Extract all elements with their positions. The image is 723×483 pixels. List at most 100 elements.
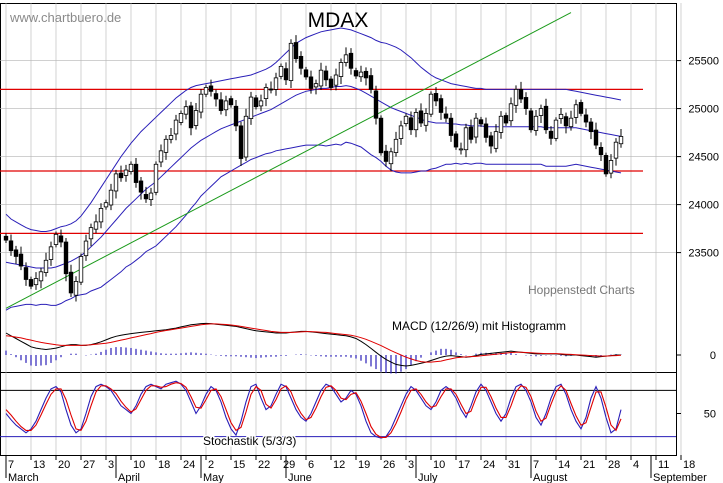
x-tick-label: 15	[233, 459, 245, 471]
macd-zero-label: 0	[710, 350, 716, 362]
candle-body	[238, 125, 244, 159]
candle-body	[158, 150, 164, 163]
candle-body	[513, 89, 519, 106]
candle-body	[138, 180, 144, 193]
panel-frames	[0, 3, 677, 456]
candle-body	[423, 113, 429, 126]
candle-body	[73, 280, 79, 296]
candle-body	[233, 105, 239, 127]
candle-body	[293, 42, 299, 60]
candle-body	[458, 148, 464, 151]
candle-body	[228, 98, 234, 106]
candle-body	[568, 117, 574, 128]
candle-body	[98, 208, 104, 223]
candle-body	[148, 192, 154, 201]
candle-body	[333, 74, 339, 86]
candle-body	[618, 136, 624, 145]
x-tick-label: 6	[308, 459, 314, 471]
stochastic-tick-label: 50	[704, 409, 716, 421]
candle-body	[598, 146, 604, 156]
trend-line	[5, 12, 572, 309]
candle-body	[578, 102, 584, 114]
axis-labels: 7 13 20 27 3 10 18 24 2 15 22 29 6 12 19 26 3 10 17 24 31 7 14…	[0, 56, 719, 483]
candle-body	[8, 240, 14, 252]
candle-body	[388, 151, 394, 165]
watermark: www.chartbuero.de	[9, 10, 121, 25]
month-label: May	[203, 472, 224, 483]
candle-body	[303, 69, 309, 78]
candle-body	[373, 90, 379, 119]
x-tick-label: 11	[658, 459, 669, 471]
candle-body	[23, 267, 29, 280]
x-tick-label: 18	[683, 459, 695, 471]
candle-body	[538, 108, 544, 116]
candle-body	[253, 97, 259, 108]
stochastic-label: Stochastik (5/3/3)	[203, 434, 296, 448]
candle-body	[523, 97, 529, 109]
candle-body	[58, 235, 64, 243]
candle-body	[348, 52, 354, 69]
month-label: March	[8, 472, 39, 483]
x-tick-label: 7	[533, 459, 539, 471]
month-label: June	[288, 472, 312, 483]
candle-body	[118, 172, 124, 179]
candle-body	[398, 125, 404, 139]
y-tick-label: 25000	[688, 104, 719, 116]
x-tick-label: 21	[583, 459, 595, 471]
candle-body	[248, 96, 254, 119]
candle-body	[288, 42, 294, 81]
candle-body	[603, 155, 609, 175]
y-tick-label: 25500	[688, 56, 719, 68]
candle-body	[278, 65, 284, 77]
x-tick-label: 7	[8, 459, 14, 471]
candle-body	[323, 70, 329, 81]
x-tick-label: 22	[258, 459, 270, 471]
candle-body	[213, 93, 219, 100]
plot-frame	[0, 3, 677, 456]
candle-body	[53, 233, 59, 245]
candle-body	[3, 235, 9, 241]
source-label: Hoppenstedt Charts	[528, 283, 635, 297]
candle-body	[163, 138, 169, 153]
x-tick-label: 17	[458, 459, 470, 471]
candle-body	[448, 117, 454, 136]
candle-body	[353, 70, 359, 77]
candle-body	[358, 71, 364, 78]
x-tick-label: 24	[483, 459, 495, 471]
stochastic-d-line	[5, 382, 622, 438]
stochastic-k-line	[5, 380, 622, 439]
bollinger-upper-line	[5, 27, 622, 232]
signal-line	[5, 323, 622, 363]
candle-body	[143, 194, 149, 200]
price-panel	[0, 12, 643, 311]
candle-body	[468, 126, 474, 140]
bollinger-lower-line	[5, 141, 622, 311]
candle-body	[528, 110, 534, 131]
candle-body	[243, 115, 249, 158]
candle-body	[463, 127, 469, 151]
candle-body	[383, 150, 389, 162]
x-tick-label: 28	[608, 459, 620, 471]
candle-body	[298, 55, 304, 69]
candle-body	[258, 100, 264, 107]
candle-body	[308, 76, 314, 89]
candle-body	[343, 54, 349, 63]
stochastic-panel	[0, 380, 676, 439]
candle-body	[103, 202, 109, 208]
candle-body	[128, 163, 134, 172]
candle-body	[608, 160, 614, 174]
candle-body	[428, 93, 434, 115]
candle-body	[478, 119, 484, 125]
grid-lines	[0, 3, 682, 455]
candle-body	[113, 173, 119, 192]
candle-body	[378, 117, 384, 154]
candle-body	[133, 163, 139, 183]
candle-body	[363, 70, 369, 79]
candle-body	[123, 169, 129, 176]
candle-body	[168, 135, 174, 140]
y-tick-label: 24000	[688, 200, 719, 212]
candle-body	[178, 113, 184, 123]
y-tick-label: 24500	[688, 152, 719, 164]
candle-body	[488, 135, 494, 147]
